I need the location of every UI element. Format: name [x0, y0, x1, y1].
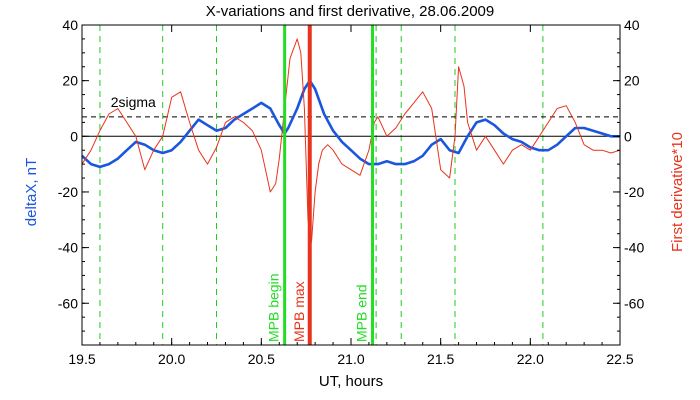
sigma-label: 2sigma	[111, 94, 156, 110]
series-line-deltax	[81, 79, 620, 169]
y-tick-label-left: 20	[62, 73, 78, 89]
chart-title: X-variations and first derivative, 28.06…	[206, 3, 495, 20]
y-tick-label-right: -60	[624, 295, 644, 311]
mpb-marker-label: MPB begin	[266, 274, 282, 342]
y-tick-label-right: 40	[624, 17, 640, 33]
y-tick-label-right: 20	[624, 73, 640, 89]
mpb-marker-label: MPB max	[291, 281, 307, 342]
plot-frame	[81, 24, 621, 346]
y-axis-label-left: deltaX, nT	[23, 158, 40, 226]
y-tick-label-left: -20	[58, 184, 78, 200]
y-tick-label-right: -40	[624, 240, 644, 256]
y-tick-label-right: -20	[624, 184, 644, 200]
x-tick-label: 22.5	[606, 351, 633, 367]
y-tick-label-left: -40	[58, 240, 78, 256]
x-tick-label: 19.5	[68, 351, 95, 367]
y-tick-label-left: 40	[62, 17, 78, 33]
y-tick-label-left: 0	[70, 128, 78, 144]
x-tick-label: 21.0	[337, 351, 364, 367]
y-axis-label-right: First derivative*10	[669, 132, 686, 252]
plot-area: 2sigma MPB begin MPB max MPB end 19.5 20.0 20.…	[58, 17, 645, 367]
y-tick-label-right: 0	[624, 128, 632, 144]
y-tick-label-left: -60	[58, 295, 78, 311]
x-tick-label: 21.5	[427, 351, 454, 367]
mpb-marker-label: MPB end	[354, 284, 370, 342]
x-tick-label: 22.0	[517, 351, 544, 367]
x-axis-label: UT, hours	[319, 373, 383, 390]
x-tick-label: 20.0	[158, 351, 185, 367]
x-tick-label: 20.5	[248, 351, 275, 367]
series-line-derivative	[81, 38, 621, 243]
